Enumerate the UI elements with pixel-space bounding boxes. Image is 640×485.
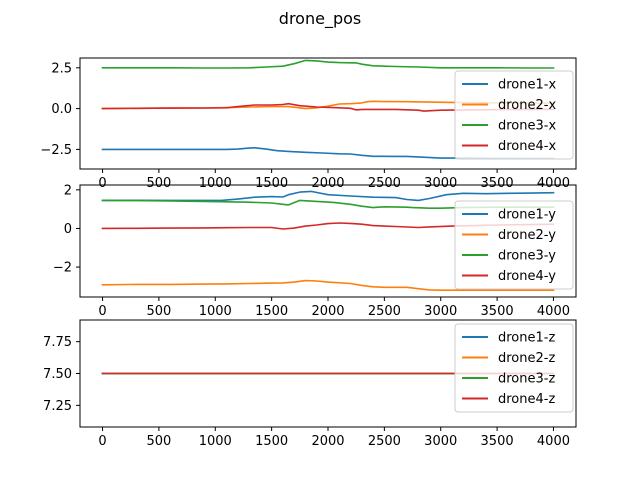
series-line-drone4-x [101,102,555,112]
y-tick-label: 7.25 [43,399,72,414]
legend-label: drone1-z [498,331,555,346]
x-tick-label: 3000 [424,304,457,319]
y-tick-label: 0 [64,222,72,237]
x-tick-label: 2500 [368,176,401,191]
legend: drone1-x drone2-x drone3-x drone4-x [454,70,574,160]
legend-label: drone4-z [498,392,555,407]
series-line-drone1-y [101,190,555,202]
x-tick-label: 2500 [368,434,401,449]
x-tick-label: 2000 [311,176,344,191]
x-tick-label: 0 [98,304,106,319]
x-tick-label: 1000 [199,304,232,319]
y-tick-label: −2.5 [40,143,72,158]
y-tick-label: −2 [53,261,72,276]
axes-z: 0 500 1000 1500 2000 2500 3000 3500 4000 7.25 7.50… [43,319,577,449]
x-tick-label: 4000 [537,304,570,319]
x-tick-label: 2500 [368,304,401,319]
x-tick-label: 2000 [311,434,344,449]
legend-label: drone3-x [498,119,556,134]
x-tick-label: 3500 [481,176,514,191]
series-line-drone3-y [101,199,555,209]
x-tick-label: 1000 [199,434,232,449]
legend: drone1-z drone2-z drone3-z drone4-z [454,323,574,413]
x-tick-label: 1500 [255,434,288,449]
axes-x: 0 500 1000 1500 2000 2500 3000 3500 4000 −2.5 0.0 2… [40,57,577,191]
legend-label: drone3-y [498,249,556,264]
axes-container: 0 500 1000 1500 2000 2500 3000 3500 4000−2.50.02… [40,57,577,449]
y-tick-label: 7.75 [43,335,72,350]
y-tick-label: 2.5 [51,61,72,76]
x-tick-label: 500 [146,176,171,191]
x-tick-label: 1000 [199,176,232,191]
series-line-drone3-x [101,59,555,69]
figure-title: drone_pos [279,9,361,29]
x-tick-label: 3500 [481,304,514,319]
legend-label: drone4-x [498,139,556,154]
series-line-drone1-x [101,147,555,160]
x-tick-label: 500 [146,434,171,449]
y-tick-label: 2 [64,183,72,198]
x-tick-label: 3000 [424,176,457,191]
x-tick-label: 4000 [537,176,570,191]
legend-label: drone4-y [498,269,556,284]
legend-box [454,70,574,160]
legend-label: drone2-y [498,228,556,243]
x-tick-label: 0 [98,434,106,449]
x-tick-label: 3500 [481,434,514,449]
legend-box [454,200,574,290]
series-lines [101,59,555,160]
series-line-drone2-y [101,279,555,292]
x-tick-label: 3000 [424,434,457,449]
y-tick-label: 0.0 [51,102,72,117]
x-tick-label: 4000 [537,434,570,449]
legend-label: drone2-x [498,98,556,113]
legend-label: drone3-z [498,372,555,387]
x-tick-label: 500 [146,304,171,319]
legend: drone1-y drone2-y drone3-y drone4-y [454,200,574,290]
legend-label: drone1-y [498,208,556,223]
x-tick-label: 2000 [311,304,344,319]
x-tick-label: 1500 [255,304,288,319]
legend-label: drone2-z [498,351,555,366]
legend-label: drone1-x [498,78,556,93]
x-tick-label: 1500 [255,176,288,191]
y-tick-label: 7.50 [43,367,72,382]
legend-box [454,323,574,413]
axes-y: 0 500 1000 1500 2000 2500 3000 3500 4000 −2 0 2 dron… [53,183,577,319]
x-tick-label: 0 [98,176,106,191]
